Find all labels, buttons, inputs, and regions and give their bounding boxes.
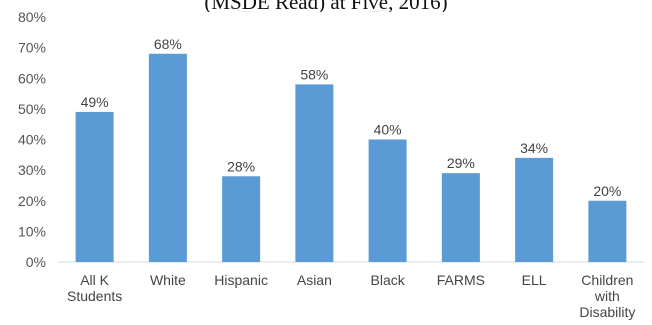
x-tick-label: Hispanic [214,272,268,288]
data-labels: 49% 68% 28% 58% 40% 29% 34% 20% [81,36,622,199]
data-label: 68% [154,36,182,52]
bar [222,176,261,262]
data-label: 20% [593,183,621,199]
y-tick-label: 0% [26,254,46,270]
data-label: 40% [374,122,402,138]
bar [588,200,627,262]
y-tick-label: 10% [18,223,46,239]
y-tick-label: 50% [18,101,46,117]
x-tick-label-line: Black [371,272,406,288]
x-tick-label-line: Hispanic [214,272,268,288]
data-label: 29% [447,155,475,171]
bar [295,84,334,262]
data-label: 28% [227,158,255,174]
bar [515,157,554,262]
y-tick-label: 40% [18,132,46,148]
x-tick-label: FARMS [437,272,485,288]
bar-series [75,53,627,262]
bar [148,53,187,262]
bar [441,173,480,262]
x-tick-label: Black [371,272,406,288]
bar [368,139,407,262]
data-label: 58% [300,66,328,82]
x-tick-label-line: All K [80,272,109,288]
x-tick-label: Children with Disability [579,272,635,320]
y-axis: 0% 10% 20% 30% 40% 50% 60% 70% 80% [18,9,46,270]
x-tick-label: All K Students [67,272,122,304]
x-tick-label-line: ELL [522,272,547,288]
y-tick-label: 20% [18,193,46,209]
y-tick-label: 70% [18,40,46,56]
x-tick-label-line: Students [67,288,122,304]
y-tick-label: 60% [18,70,46,86]
data-label: 49% [81,94,109,110]
x-axis: All K Students White Hispanic Asian Black FARM… [67,272,635,320]
x-tick-label-line: Children [581,272,633,288]
y-tick-label: 80% [18,9,46,25]
x-tick-label-line: Disability [579,304,635,320]
x-tick-label-line: Asian [297,272,332,288]
x-tick-label-line: FARMS [437,272,485,288]
data-label: 34% [520,140,548,156]
x-tick-label: Asian [297,272,332,288]
x-tick-label: ELL [522,272,547,288]
y-tick-label: 30% [18,162,46,178]
x-tick-label-line: White [150,272,186,288]
bar [75,111,114,262]
chart-title-area: (MSDE Read) at Five, 2016) [0,0,652,12]
x-tick-label-line: with [594,288,620,304]
x-tick-label: White [150,272,186,288]
